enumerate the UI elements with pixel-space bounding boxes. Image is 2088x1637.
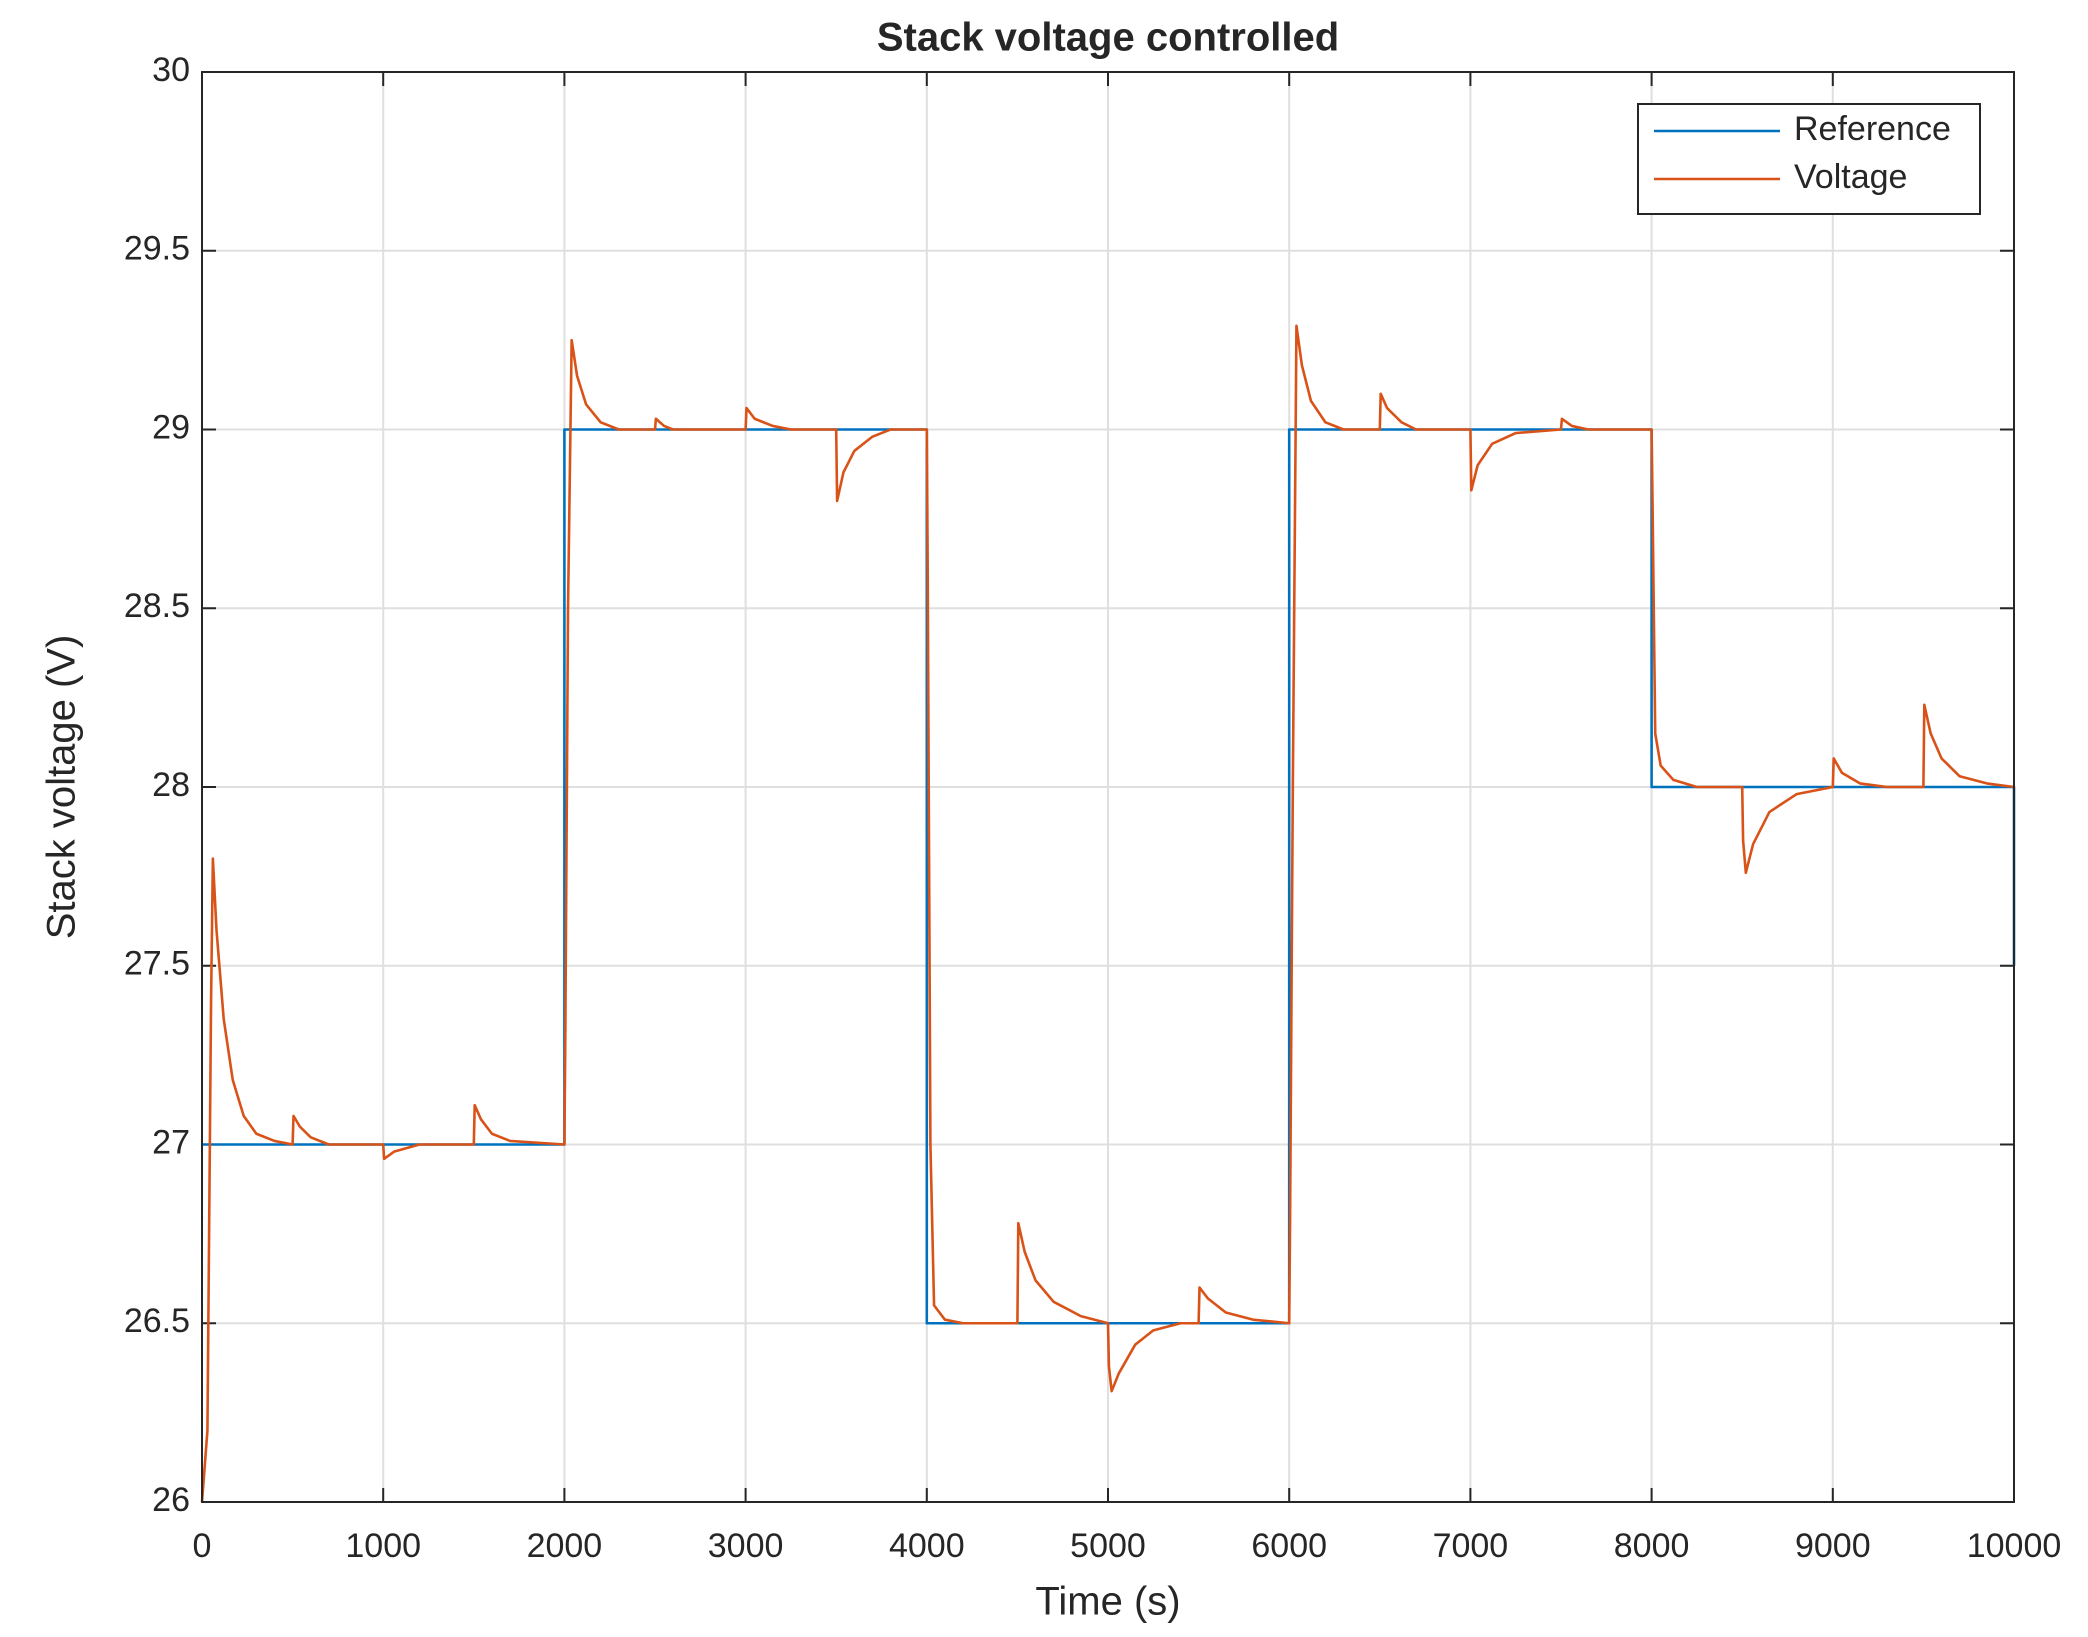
legend-box	[1637, 103, 1981, 215]
y-tick-label: 29	[152, 408, 190, 446]
y-axis-label: Stack voltage (V)	[40, 635, 84, 940]
x-tick-label: 3000	[708, 1527, 784, 1565]
x-tick-label: 4000	[889, 1527, 965, 1565]
x-tick-label: 2000	[527, 1527, 603, 1565]
y-tick-label: 28	[152, 766, 190, 804]
x-tick-label: 0	[193, 1527, 212, 1565]
y-tick-label: 29.5	[124, 230, 190, 268]
y-tick-label: 26.5	[124, 1302, 190, 1340]
series-line	[200, 324, 2015, 1503]
x-tick-label: 10000	[1967, 1527, 2062, 1565]
x-tick-label: 1000	[345, 1527, 421, 1565]
plot-frame	[201, 71, 2015, 1503]
x-tick-label: 7000	[1433, 1527, 1509, 1565]
x-tick-label: 5000	[1070, 1527, 1146, 1565]
y-tick-label: 27	[152, 1123, 190, 1161]
chart-title: Stack voltage controlled	[877, 16, 1339, 60]
legend-label: Reference	[1794, 110, 1951, 148]
x-tick-label: 6000	[1251, 1527, 1327, 1565]
x-axis-label: Time (s)	[1035, 1580, 1180, 1624]
y-tick-label: 28.5	[124, 587, 190, 625]
y-tick-label: 30	[152, 51, 190, 89]
y-tick-label: 26	[152, 1481, 190, 1519]
x-tick-label: 9000	[1795, 1527, 1871, 1565]
x-tick-label: 8000	[1614, 1527, 1690, 1565]
y-tick-label: 27.5	[124, 945, 190, 983]
legend-label: Voltage	[1794, 158, 1907, 196]
